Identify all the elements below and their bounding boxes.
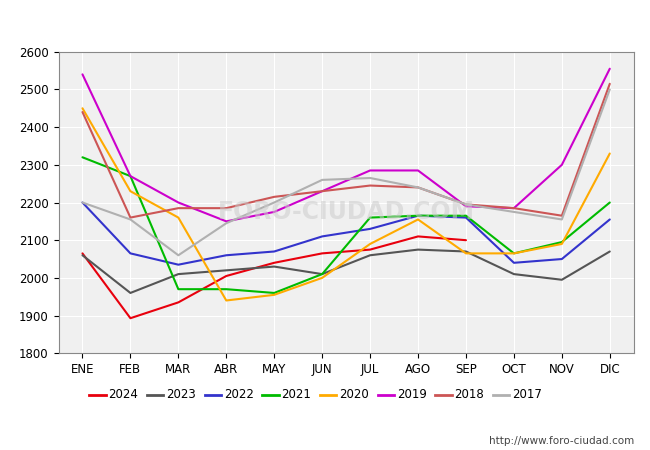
Text: 2020: 2020 xyxy=(339,388,369,401)
Text: 2019: 2019 xyxy=(396,388,426,401)
Text: FORO-CIUDAD.COM: FORO-CIUDAD.COM xyxy=(218,199,474,224)
Text: 2023: 2023 xyxy=(166,388,196,401)
Text: http://www.foro-ciudad.com: http://www.foro-ciudad.com xyxy=(489,436,634,446)
Text: 2024: 2024 xyxy=(109,388,138,401)
Text: 2018: 2018 xyxy=(454,388,484,401)
Text: 2022: 2022 xyxy=(224,388,254,401)
Text: 2017: 2017 xyxy=(512,388,542,401)
Text: Afiliados en Cazorla a 30/9/2024: Afiliados en Cazorla a 30/9/2024 xyxy=(179,14,471,33)
Text: 2021: 2021 xyxy=(281,388,311,401)
